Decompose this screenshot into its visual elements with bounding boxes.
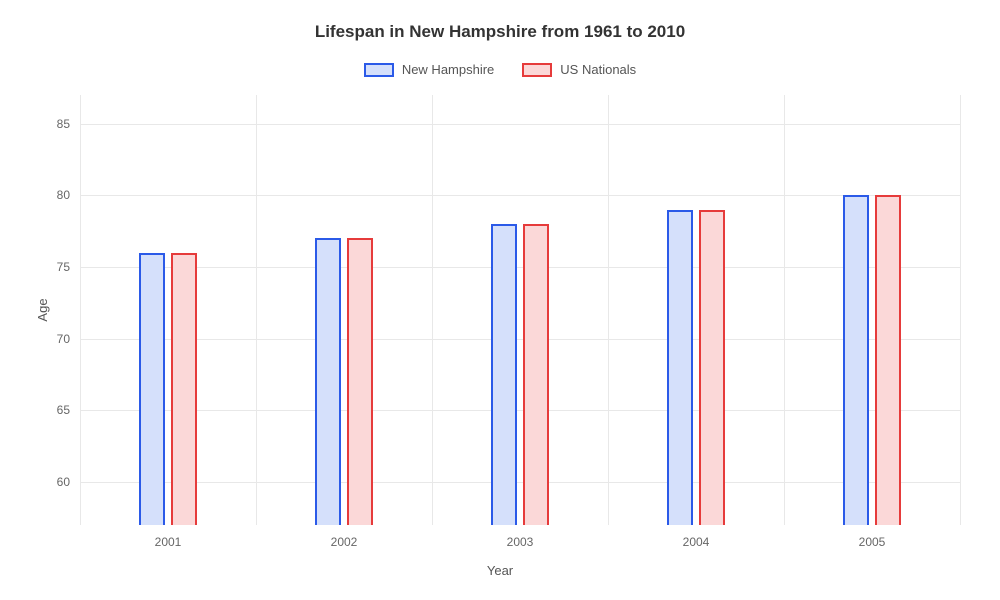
legend-swatch xyxy=(364,63,394,77)
x-tick-label: 2002 xyxy=(331,525,358,549)
bar xyxy=(523,224,549,525)
vgridline xyxy=(784,95,785,525)
chart-legend: New Hampshire US Nationals xyxy=(0,62,1000,77)
vgridline xyxy=(960,95,961,525)
legend-label: US Nationals xyxy=(560,62,636,77)
bar xyxy=(667,210,693,525)
y-axis-label: Age xyxy=(35,298,50,321)
gridline xyxy=(80,267,960,268)
y-tick-label: 85 xyxy=(57,117,80,131)
bar xyxy=(315,238,341,525)
bar xyxy=(139,253,165,525)
legend-swatch xyxy=(522,63,552,77)
y-tick-label: 75 xyxy=(57,260,80,274)
bar xyxy=(347,238,373,525)
vgridline xyxy=(80,95,81,525)
bar xyxy=(843,195,869,525)
lifespan-chart: Lifespan in New Hampshire from 1961 to 2… xyxy=(0,0,1000,600)
vgridline xyxy=(432,95,433,525)
gridline xyxy=(80,482,960,483)
x-axis-label: Year xyxy=(0,563,1000,578)
bar xyxy=(171,253,197,525)
vgridline xyxy=(256,95,257,525)
gridline xyxy=(80,195,960,196)
gridline xyxy=(80,410,960,411)
x-tick-label: 2004 xyxy=(683,525,710,549)
gridline xyxy=(80,124,960,125)
legend-item: New Hampshire xyxy=(364,62,494,77)
bar xyxy=(699,210,725,525)
plot-area: 60657075808520012002200320042005 xyxy=(80,95,960,525)
y-tick-label: 80 xyxy=(57,188,80,202)
y-tick-label: 65 xyxy=(57,403,80,417)
plot-inner: 60657075808520012002200320042005 xyxy=(80,95,960,525)
y-tick-label: 60 xyxy=(57,475,80,489)
bar xyxy=(875,195,901,525)
y-tick-label: 70 xyxy=(57,332,80,346)
x-tick-label: 2001 xyxy=(155,525,182,549)
x-tick-label: 2005 xyxy=(859,525,886,549)
vgridline xyxy=(608,95,609,525)
legend-item: US Nationals xyxy=(522,62,636,77)
chart-title: Lifespan in New Hampshire from 1961 to 2… xyxy=(0,22,1000,42)
x-tick-label: 2003 xyxy=(507,525,534,549)
bar xyxy=(491,224,517,525)
gridline xyxy=(80,339,960,340)
legend-label: New Hampshire xyxy=(402,62,494,77)
